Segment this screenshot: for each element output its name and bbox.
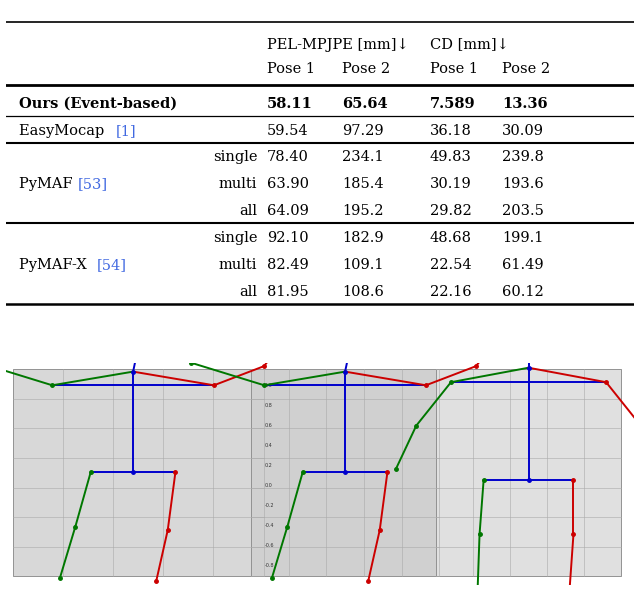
Text: 13.36: 13.36 bbox=[502, 97, 547, 111]
Text: -0.8: -0.8 bbox=[265, 563, 275, 569]
Text: PEL-MPJPE [mm]↓: PEL-MPJPE [mm]↓ bbox=[267, 38, 408, 51]
Text: 182.9: 182.9 bbox=[342, 231, 383, 245]
Text: PyMAF-X: PyMAF-X bbox=[19, 258, 92, 272]
Text: 48.68: 48.68 bbox=[430, 231, 472, 245]
Text: -0.2: -0.2 bbox=[265, 504, 275, 508]
Text: 1.0: 1.0 bbox=[265, 384, 273, 388]
Text: [54]: [54] bbox=[97, 258, 127, 272]
Text: 97.29: 97.29 bbox=[342, 124, 383, 138]
Text: 61.49: 61.49 bbox=[502, 258, 543, 272]
Bar bbox=[13, 369, 264, 576]
Text: 30.19: 30.19 bbox=[430, 177, 472, 191]
Text: 22.16: 22.16 bbox=[430, 285, 472, 298]
Text: 199.1: 199.1 bbox=[502, 231, 543, 245]
Text: multi: multi bbox=[219, 258, 257, 272]
Text: -0.4: -0.4 bbox=[265, 524, 275, 528]
Text: 0.0: 0.0 bbox=[265, 483, 273, 488]
Text: 58.11: 58.11 bbox=[267, 97, 312, 111]
Text: 7.589: 7.589 bbox=[430, 97, 476, 111]
Text: Ours (Event-based): Ours (Event-based) bbox=[19, 97, 177, 111]
Text: 185.4: 185.4 bbox=[342, 177, 383, 191]
Text: EasyMocap: EasyMocap bbox=[19, 124, 109, 138]
Bar bbox=[251, 369, 439, 576]
Text: 0.4: 0.4 bbox=[265, 443, 273, 449]
Text: all: all bbox=[239, 285, 257, 298]
Text: 49.83: 49.83 bbox=[430, 151, 472, 164]
Text: 60.12: 60.12 bbox=[502, 285, 543, 298]
Bar bbox=[436, 369, 621, 576]
Text: all: all bbox=[239, 204, 257, 218]
Text: PyMAF: PyMAF bbox=[19, 177, 77, 191]
Text: 92.10: 92.10 bbox=[267, 231, 308, 245]
Text: 195.2: 195.2 bbox=[342, 204, 383, 218]
Text: multi: multi bbox=[219, 177, 257, 191]
Text: CD [mm]↓: CD [mm]↓ bbox=[430, 38, 509, 51]
Text: [53]: [53] bbox=[77, 177, 108, 191]
Text: 59.54: 59.54 bbox=[267, 124, 308, 138]
Text: 78.40: 78.40 bbox=[267, 151, 308, 164]
Text: 108.6: 108.6 bbox=[342, 285, 384, 298]
Text: Pose 1: Pose 1 bbox=[430, 62, 478, 76]
Text: 193.6: 193.6 bbox=[502, 177, 543, 191]
Text: single: single bbox=[212, 151, 257, 164]
Text: 0.2: 0.2 bbox=[265, 463, 273, 468]
Text: Pose 2: Pose 2 bbox=[342, 62, 390, 76]
Text: 234.1: 234.1 bbox=[342, 151, 383, 164]
Text: 0.8: 0.8 bbox=[265, 403, 273, 408]
Text: 81.95: 81.95 bbox=[267, 285, 308, 298]
Text: -0.6: -0.6 bbox=[265, 543, 275, 548]
Text: 64.09: 64.09 bbox=[267, 204, 308, 218]
Text: 65.64: 65.64 bbox=[342, 97, 388, 111]
Text: Pose 1: Pose 1 bbox=[267, 62, 315, 76]
Text: 22.54: 22.54 bbox=[430, 258, 472, 272]
Text: 82.49: 82.49 bbox=[267, 258, 308, 272]
Text: 203.5: 203.5 bbox=[502, 204, 544, 218]
Text: 36.18: 36.18 bbox=[430, 124, 472, 138]
Text: 109.1: 109.1 bbox=[342, 258, 383, 272]
Text: 63.90: 63.90 bbox=[267, 177, 308, 191]
Text: [1]: [1] bbox=[116, 124, 137, 138]
Text: 29.82: 29.82 bbox=[430, 204, 472, 218]
Text: single: single bbox=[212, 231, 257, 245]
Text: 239.8: 239.8 bbox=[502, 151, 544, 164]
Text: 30.09: 30.09 bbox=[502, 124, 544, 138]
Text: Pose 2: Pose 2 bbox=[502, 62, 550, 76]
Text: 0.6: 0.6 bbox=[265, 423, 273, 428]
